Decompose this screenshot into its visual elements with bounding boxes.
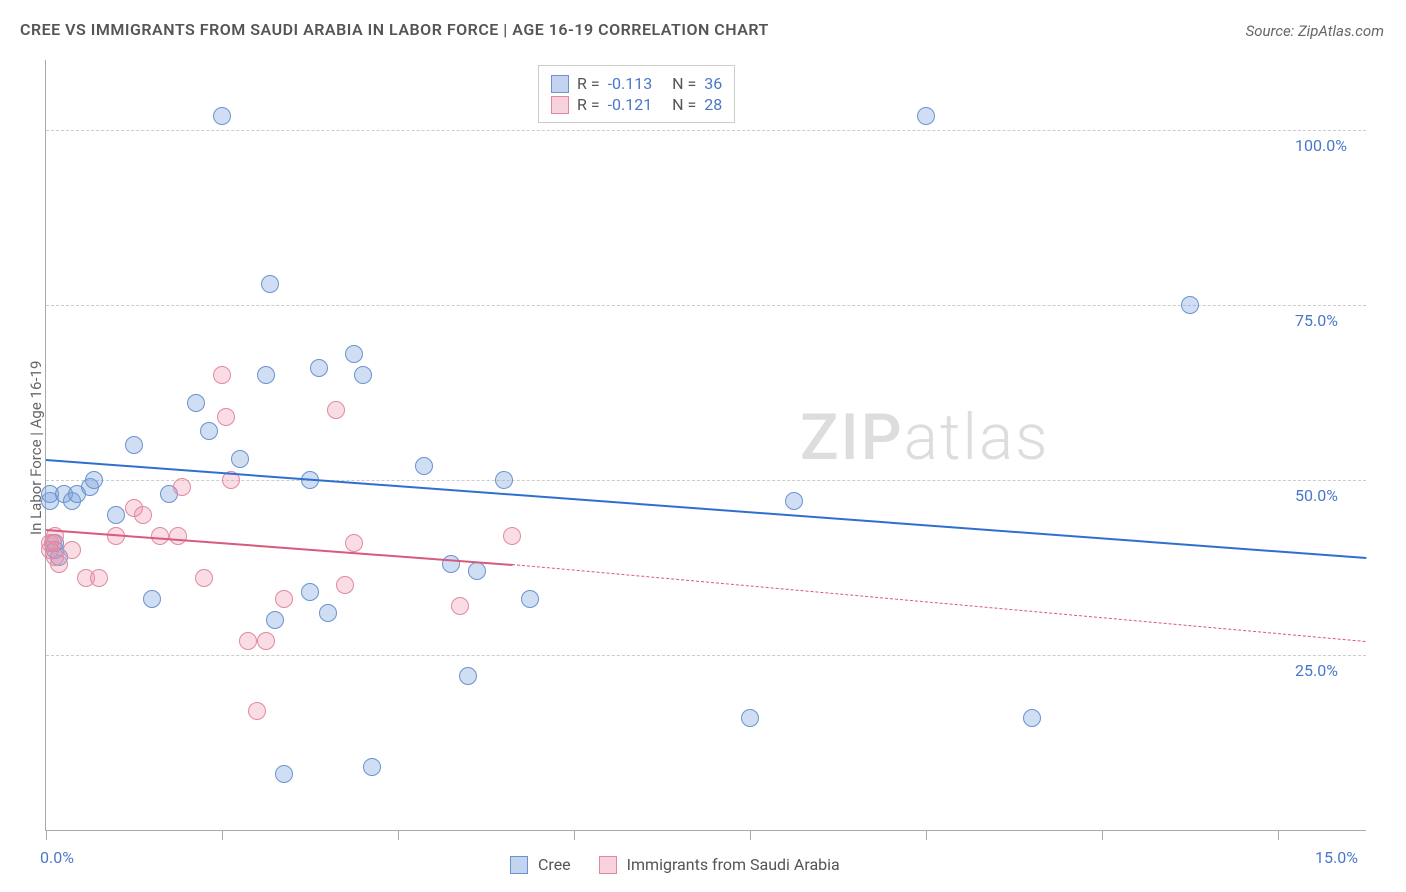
data-point <box>442 555 460 573</box>
data-point <box>327 401 345 419</box>
data-point <box>169 527 187 545</box>
data-point <box>217 408 235 426</box>
data-point <box>151 527 169 545</box>
data-point <box>275 590 293 608</box>
legend-swatch <box>599 856 617 874</box>
data-point <box>1181 296 1199 314</box>
data-point <box>451 597 469 615</box>
gridline <box>46 480 1366 481</box>
x-tick <box>1102 830 1103 840</box>
legend-n-value: 36 <box>704 74 722 93</box>
legend-r-prefix: R = <box>577 74 600 93</box>
y-tick-label: 50.0% <box>1295 486 1338 505</box>
legend-n-prefix: N = <box>660 95 696 114</box>
data-point <box>90 569 108 587</box>
legend-n-prefix: N = <box>660 74 696 93</box>
data-point <box>213 366 231 384</box>
legend-series-label: Cree <box>538 855 571 874</box>
data-point <box>173 478 191 496</box>
y-axis-label: In Labor Force | Age 16-19 <box>27 361 45 535</box>
data-point <box>195 569 213 587</box>
data-point <box>107 506 125 524</box>
x-tick <box>574 830 575 840</box>
trend-line <box>46 529 513 566</box>
data-point <box>143 590 161 608</box>
chart-title: CREE VS IMMIGRANTS FROM SAUDI ARABIA IN … <box>20 20 769 39</box>
data-point <box>257 366 275 384</box>
correlation-legend: R = -0.113 N = 36R = -0.121 N = 28 <box>538 65 735 123</box>
x-tick <box>750 830 751 840</box>
legend-swatch <box>551 75 569 93</box>
data-point <box>741 709 759 727</box>
gridline <box>46 130 1366 131</box>
x-tick-label-right: 15.0% <box>1315 848 1358 867</box>
data-point <box>785 492 803 510</box>
data-point <box>917 107 935 125</box>
x-tick <box>1278 830 1279 840</box>
data-point <box>213 107 231 125</box>
data-point <box>239 632 257 650</box>
data-point <box>257 632 275 650</box>
data-point <box>261 275 279 293</box>
data-point <box>200 422 218 440</box>
data-point <box>134 506 152 524</box>
data-point <box>363 758 381 776</box>
data-point <box>459 667 477 685</box>
y-tick-label: 25.0% <box>1295 661 1338 680</box>
x-tick-label-left: 0.0% <box>40 848 74 867</box>
data-point <box>275 765 293 783</box>
legend-swatch <box>510 856 528 874</box>
y-tick-label: 75.0% <box>1295 311 1338 330</box>
gridline <box>46 655 1366 656</box>
data-point <box>85 471 103 489</box>
data-point <box>336 576 354 594</box>
gridline <box>46 305 1366 306</box>
data-point <box>1023 709 1041 727</box>
data-point <box>319 604 337 622</box>
y-tick-label: 100.0% <box>1295 136 1347 155</box>
data-point <box>503 527 521 545</box>
data-point <box>125 436 143 454</box>
legend-series-label: Immigrants from Saudi Arabia <box>627 855 840 874</box>
data-point <box>415 457 433 475</box>
data-point <box>521 590 539 608</box>
legend-r-value: -0.113 <box>608 74 653 93</box>
legend-n-value: 28 <box>704 95 722 114</box>
x-tick <box>926 830 927 840</box>
data-point <box>354 366 372 384</box>
source-label: Source: ZipAtlas.com <box>1246 22 1384 40</box>
x-tick <box>222 830 223 840</box>
x-tick <box>46 830 47 840</box>
x-tick <box>398 830 399 840</box>
scatter-plot <box>45 60 1366 831</box>
data-point <box>345 345 363 363</box>
data-point <box>231 450 249 468</box>
data-point <box>44 534 62 552</box>
data-point <box>301 583 319 601</box>
legend-row: R = -0.121 N = 28 <box>551 95 722 114</box>
data-point <box>310 359 328 377</box>
legend-row: R = -0.113 N = 36 <box>551 74 722 93</box>
data-point <box>468 562 486 580</box>
series-legend: Cree Immigrants from Saudi Arabia <box>510 855 858 874</box>
data-point <box>248 702 266 720</box>
data-point <box>345 534 363 552</box>
data-point <box>50 555 68 573</box>
legend-swatch <box>551 96 569 114</box>
data-point <box>266 611 284 629</box>
data-point <box>187 394 205 412</box>
legend-r-prefix: R = <box>577 95 600 114</box>
trend-line-extrapolated <box>512 564 1366 642</box>
data-point <box>495 471 513 489</box>
legend-r-value: -0.121 <box>608 95 653 114</box>
data-point <box>63 541 81 559</box>
